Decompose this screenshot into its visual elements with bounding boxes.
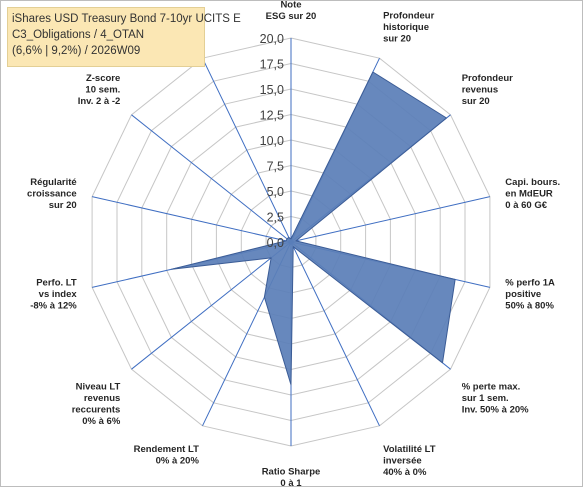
title-line-2: C3_Obligations / 4_OTAN [12, 29, 145, 41]
axis-label: 50% à 80% [505, 301, 554, 312]
axis-label: sur 20 [462, 96, 490, 107]
axis-spoke [131, 114, 292, 243]
axis-label: 10 sem. [85, 85, 120, 96]
tick-label: 10,0 [260, 134, 284, 148]
axis-spoke [131, 241, 292, 370]
data-area [171, 71, 456, 386]
axis-label: inversée [383, 456, 422, 467]
axis-label: positive [505, 289, 541, 300]
axis-label: sur 1 sem. [462, 393, 509, 404]
axis-label: Profondeur [462, 73, 513, 84]
axis-label: historique [383, 22, 429, 33]
axis-label: ESG sur 20 [266, 11, 317, 22]
axis-label: croissance [27, 189, 77, 200]
axis-label: Inv. 50% à 20% [462, 404, 529, 415]
axis-spoke [91, 196, 292, 243]
tick-label: 7,5 [267, 160, 284, 174]
axis-label: 40% à 0% [383, 467, 427, 478]
axis-label: Perfo. LT [36, 278, 77, 289]
axis-label: Capi. bours. [505, 177, 560, 188]
axis-label: Ratio Sharpe [262, 467, 321, 478]
tick-label: 20,0 [260, 32, 284, 46]
axis-label: Niveau LT [76, 381, 121, 392]
axis-spoke [202, 57, 292, 243]
axis-label: vs index [39, 289, 78, 300]
axis-spoke [290, 241, 380, 427]
axis-label: en MdEUR [505, 189, 553, 200]
axis-label: 0 à 1 [280, 478, 302, 486]
axis-label: % perfo 1A [505, 278, 555, 289]
axis-label: % perte max. [462, 381, 521, 392]
axis-label: Volatilité LT [383, 444, 436, 455]
axis-label: Note [280, 1, 301, 11]
axis-label: 0% à 20% [156, 456, 200, 467]
axis-label: reccurents [72, 404, 121, 415]
title-line-3: (6,6% | 9,2%) / 2026W09 [12, 45, 141, 57]
axis-label: Inv. 2 à -2 [78, 96, 121, 107]
axis-label: Z-score [86, 73, 120, 84]
axis-label: 0% à 6% [82, 416, 121, 427]
axis-label: sur 20 [383, 33, 411, 44]
title-box: iShares USD Treasury Bond 7-10yr UCITS E… [7, 7, 241, 67]
axis-label: 0 à 60 G€ [505, 200, 547, 211]
axis-label: Régularité [30, 177, 76, 188]
tick-label: 2,5 [267, 211, 284, 225]
data-area-polygon [171, 71, 456, 386]
tick-labels: 0,0 2,5 5,0 7,5 10,0 12,5 15,0 17,5 20,0 [260, 32, 284, 250]
axis-spoke [290, 196, 491, 243]
title-line-1: iShares USD Treasury Bond 7-10yr UCITS E [12, 13, 241, 25]
axis-label: Profondeur [383, 10, 434, 21]
tick-label: 17,5 [260, 58, 284, 72]
tick-label: 0,0 [267, 236, 284, 250]
axis-label: -8% à 12% [30, 301, 77, 312]
axis-label: revenus [462, 85, 498, 96]
axis-label: revenus [84, 393, 120, 404]
tick-label: 5,0 [267, 185, 284, 199]
axis-label: sur 20 [49, 200, 77, 211]
tick-label: 15,0 [260, 83, 284, 97]
tick-label: 12,5 [260, 109, 284, 123]
axis-label: Rendement LT [134, 444, 199, 455]
